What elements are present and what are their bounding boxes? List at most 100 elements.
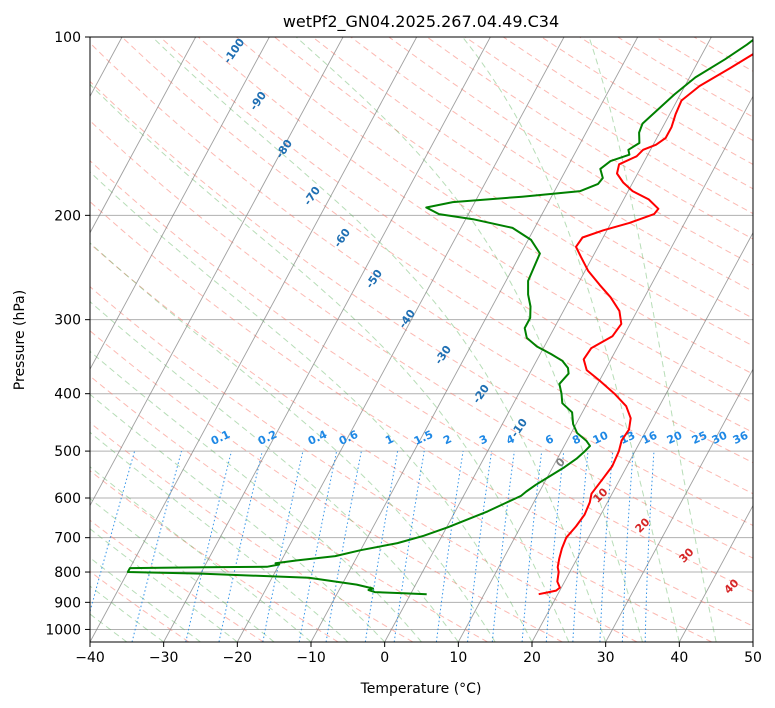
sounding-profiles [126,38,753,596]
mixing-ratio-label: 0.1 [209,428,232,448]
moist-adiabat-line [588,37,717,642]
isotherm-line [457,95,753,642]
dry-adiabat-line [90,243,712,642]
isotherm-label: -20 [470,382,492,406]
isotherm-line [384,37,712,642]
temperature-isotherm-label: 0 [553,455,568,470]
moist-adiabat-line [90,466,312,642]
mixing-ratio-label: 0.2 [256,428,279,448]
dry-adiabat-line [90,201,753,627]
mixing-ratio-label: 25 [690,429,709,447]
dry-adiabat-line [90,330,563,642]
y-axis: 100 200 300 400 500 600 700 800 900 1000 [45,30,90,638]
isotherm-line [90,37,418,642]
dry-adiabat-line [159,37,753,433]
dry-adiabat-line [503,37,753,190]
y-tick-label: 900 [54,595,81,611]
mixing-ratio-label: 30 [710,429,730,447]
moist-adiabat-line [295,37,643,642]
mixing-ratio-line [621,451,634,642]
dry-adiabat-line [90,422,414,642]
mixing-ratio-label: 36 [731,429,751,447]
y-tick-label: 300 [54,313,81,329]
isotherm-line [531,231,753,642]
moist-adiabat-line [462,37,680,642]
isotherm-label: -60 [331,226,353,250]
mixing-ratio-line [185,450,232,642]
mixing-ratio-line [644,451,655,642]
moist-adiabat-line [90,242,496,642]
mixing-ratio-label: 2 [441,432,453,447]
dry-adiabat-line [655,37,753,95]
x-tick-label: −20 [223,650,253,666]
mixing-ratio-line [393,451,425,642]
dry-adiabat-line [274,37,753,347]
isotherm-label: -80 [273,137,295,161]
x-tick-label: 0 [380,650,389,666]
moist-adiabat-line [90,300,459,642]
moist-adiabat-line [90,393,386,642]
x-tick-label: −10 [296,650,326,666]
mixing-ratio-line [262,450,304,642]
skewed-isotherms [90,37,753,642]
y-tick-label: 100 [54,30,81,46]
mixing-ratio-label: 1.5 [412,428,435,448]
x-tick-label: 30 [597,650,615,666]
moist-adiabat-line [90,431,349,642]
mixing-ratio-lines [90,450,655,642]
isotherm-line [163,37,491,642]
x-axis-title: Temperature (°C) [360,681,482,697]
moist-adiabat-line [90,83,570,642]
dewpoint-profile-line [126,38,753,596]
x-tick-label: 50 [744,650,762,666]
y-tick-label: 200 [54,208,81,224]
dry-adiabat-line [90,42,753,495]
mixing-ratio-line [572,451,589,642]
moist-adiabat-line [90,498,275,642]
mixing-ratio-label: 16 [640,429,660,447]
isotherm-line [90,37,197,234]
isotherm-line [90,37,344,507]
isotherm-label: -70 [301,184,323,208]
y-tick-label: 600 [54,491,81,507]
dry-adiabat-line [90,570,190,642]
pressure-grid [90,37,753,630]
isotherm-label: -40 [396,307,418,331]
dry-adiabat-line [90,80,753,527]
moist-adiabat-line [90,528,238,642]
x-tick-label: 40 [670,650,688,666]
x-tick-label: −30 [149,650,179,666]
isopleth-labels: -100-90-80-70-60-50-40-30-20-100.1 0.2 0.4… [209,36,751,597]
dry-adiabats [90,37,753,642]
isotherm-label: -50 [363,267,385,291]
dry-adiabat-line [90,120,753,559]
isotherm-line [605,368,753,642]
y-tick-label: 500 [54,444,81,460]
dry-adiabat-line [350,37,753,292]
x-tick-label: −40 [75,650,105,666]
isotherm-label: -90 [247,89,269,113]
isotherm-line [236,37,565,642]
mixing-ratio-label: 13 [618,429,637,447]
mixing-ratio-line [218,450,263,642]
isotherm-line [752,641,753,642]
mixing-ratio-label: 20 [665,429,685,447]
y-tick-label: 400 [54,387,81,403]
moist-adiabats [90,37,717,642]
moist-adiabat-line [90,350,422,642]
mixing-ratio-label: 8 [570,432,582,447]
dry-adiabat-line [579,37,753,142]
isotherm-label: -100 [221,36,248,66]
chart-title: wetPf2_GN04.2025.267.04.49.C34 [283,12,559,32]
dry-adiabat-line [312,37,753,319]
dry-adiabat-line [90,470,339,642]
x-tick-label: 10 [449,650,467,666]
mixing-ratio-line [435,451,464,642]
mixing-ratio-line [90,450,136,614]
temperature-profile-line [538,53,753,596]
isotherm-line [90,37,270,371]
mixing-ratio-label: 0.6 [337,428,360,448]
plot-frame [89,36,754,643]
x-axis: −40 −30 −20 −10 0 10 20 30 40 50 [75,642,762,666]
mixing-ratio-label: 10 [591,429,611,447]
